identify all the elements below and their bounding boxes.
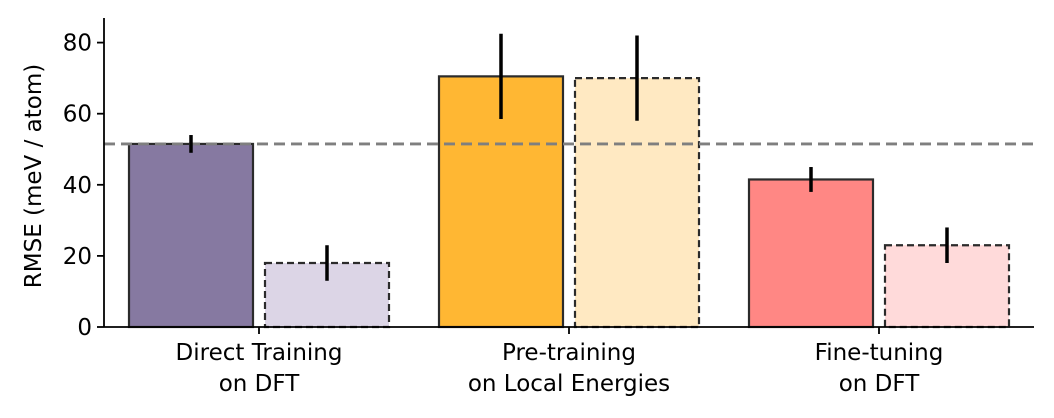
bar-solid-1 — [127, 142, 255, 329]
x-tick-label-3-line-1: Fine-tuning — [815, 340, 944, 366]
axes-layer: 0 20 40 60 80 Direct Training on DFT Pre-traini… — [63, 18, 1034, 397]
x-tick-label-1-line-1: Direct Training — [176, 340, 343, 366]
x-tick-label-1-line-2: on DFT — [219, 371, 300, 397]
y-tick-label-40: 40 — [63, 173, 92, 199]
x-tick-label-2-line-1: Pre-training — [502, 340, 636, 366]
y-tick-label-80: 80 — [63, 31, 92, 57]
bars-layer — [127, 75, 1011, 329]
y-tick-label-0: 0 — [77, 315, 92, 341]
bar-solid-3 — [747, 178, 875, 329]
error-bars-layer — [189, 33, 949, 281]
y-tick-label-60: 60 — [63, 102, 92, 128]
y-tick-label-20: 20 — [63, 244, 92, 270]
x-tick-label-2-line-2: on Local Energies — [468, 371, 670, 397]
y-axis-label: RMSE (meV / atom) — [21, 64, 47, 288]
x-tick-label-3-line-2: on DFT — [839, 371, 920, 397]
